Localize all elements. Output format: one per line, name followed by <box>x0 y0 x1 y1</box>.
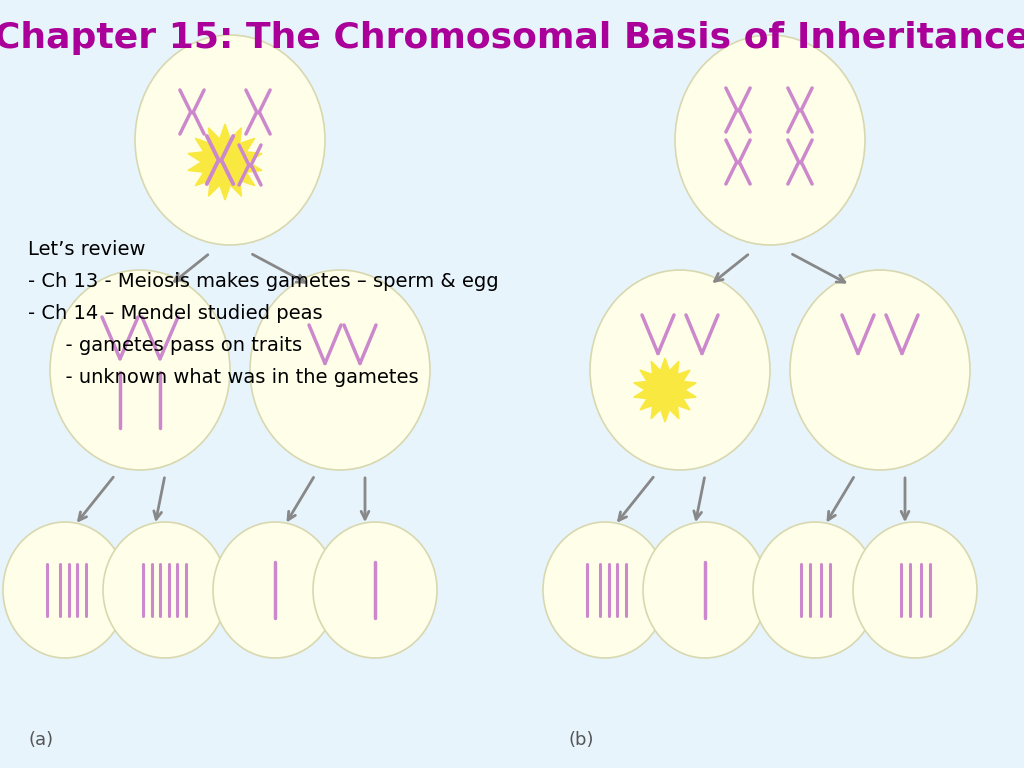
Ellipse shape <box>675 35 865 245</box>
Ellipse shape <box>590 270 770 470</box>
Ellipse shape <box>643 522 767 658</box>
Ellipse shape <box>790 270 970 470</box>
Ellipse shape <box>753 522 877 658</box>
Text: - unknown what was in the gametes: - unknown what was in the gametes <box>28 368 419 387</box>
Text: (a): (a) <box>28 731 53 749</box>
Ellipse shape <box>313 522 437 658</box>
Ellipse shape <box>50 270 230 470</box>
Text: - gametes pass on traits: - gametes pass on traits <box>28 336 302 355</box>
Ellipse shape <box>3 522 127 658</box>
Ellipse shape <box>213 522 337 658</box>
Text: - Ch 13 - Meiosis makes gametes – sperm & egg: - Ch 13 - Meiosis makes gametes – sperm … <box>28 272 499 291</box>
Ellipse shape <box>853 522 977 658</box>
Text: - Ch 14 – Mendel studied peas: - Ch 14 – Mendel studied peas <box>28 304 323 323</box>
Polygon shape <box>634 358 696 422</box>
Text: Chapter 15: The Chromosomal Basis of Inheritance: Chapter 15: The Chromosomal Basis of Inh… <box>0 21 1024 55</box>
Ellipse shape <box>250 270 430 470</box>
Polygon shape <box>188 124 262 200</box>
Text: Let’s review: Let’s review <box>28 240 145 259</box>
Text: (b): (b) <box>568 731 594 749</box>
Ellipse shape <box>103 522 227 658</box>
Ellipse shape <box>135 35 325 245</box>
Ellipse shape <box>543 522 667 658</box>
